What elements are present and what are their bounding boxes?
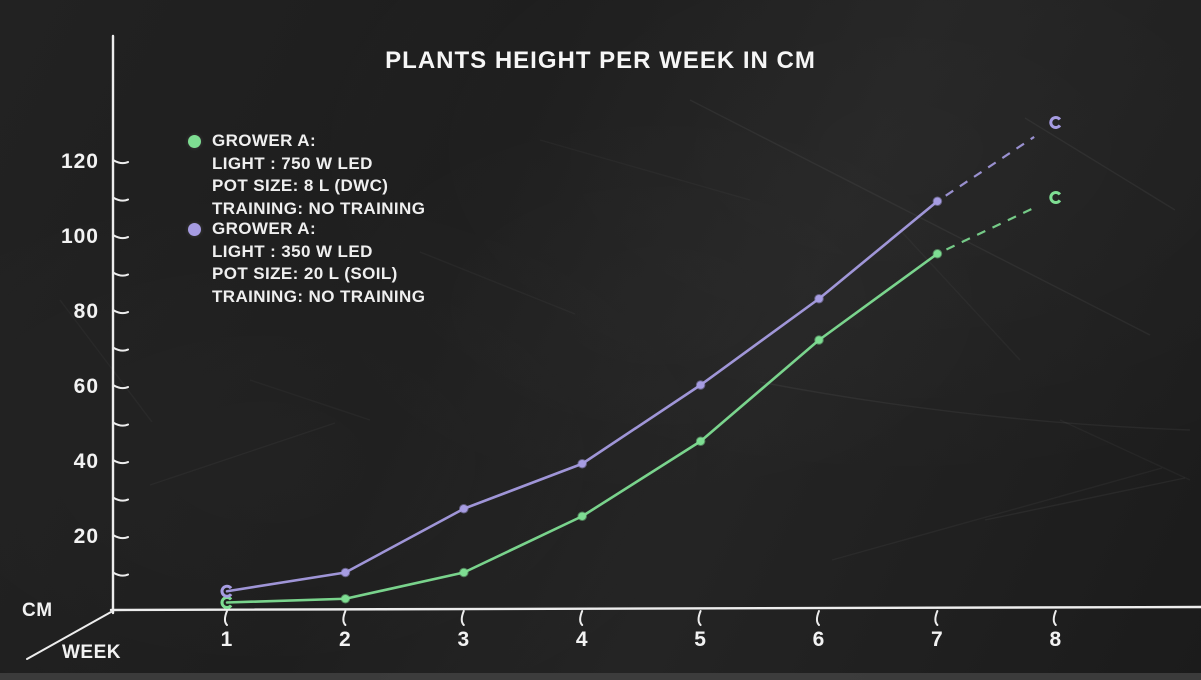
y-axis-unit-label: CM [22,600,53,621]
x-axis-tick [934,610,939,626]
x-axis-tick-label: 3 [457,628,470,651]
y-axis-tick [112,571,129,577]
series-line-green [225,252,939,604]
y-axis-tick [112,159,129,165]
legend-text: GROWER A: LIGHT : 750 W LED POT SIZE: 8 L … [212,130,425,220]
x-axis-tick [697,610,702,626]
legend-line: TRAINING: NO TRAINING [212,286,426,306]
x-axis-tick-label: 7 [931,628,944,651]
axis-corner-divider [26,611,112,660]
x-axis-tick-label: 4 [576,628,589,651]
data-point [459,567,469,578]
y-axis-tick [112,196,129,202]
data-point [814,335,824,345]
board-bottom-edge-decor [0,673,1201,680]
data-point [695,380,706,390]
data-point-ring [1049,116,1063,129]
x-axis-tick [223,610,228,626]
data-point [695,436,706,447]
y-axis-tick-label: 100 [61,225,99,248]
legend-text: GROWER A: LIGHT : 350 W LED POT SIZE: 20 L… [212,218,425,308]
series-projection-dashed-purple [945,135,1035,197]
legend-swatch-icon [188,135,201,148]
legend-line: LIGHT : 750 W LED [212,153,373,173]
y-axis-tick [112,384,129,390]
legend-swatch-icon [188,223,201,236]
y-axis-tick-label: 60 [74,375,99,398]
y-axis-tick [112,421,129,427]
data-point [459,503,469,514]
y-axis-tick [112,459,129,465]
y-axis-tick-label: 20 [74,525,99,548]
x-axis-tick [579,610,584,626]
x-axis-tick [460,610,465,626]
legend-line: GROWER A: [212,131,317,150]
y-axis-tick-label: 80 [74,300,99,323]
data-point-ring [220,596,234,609]
x-axis-tick [342,610,347,626]
x-axis-tick-label: 1 [221,628,234,651]
y-axis-tick-label: 40 [74,450,99,473]
data-point [577,511,588,522]
legend-item-2: GROWER A: LIGHT : 350 W LED POT SIZE: 20 L… [188,218,425,308]
legend: GROWER A: LIGHT : 750 W LED POT SIZE: 8 L … [188,130,425,308]
data-point [577,458,588,469]
series-line-purple [225,199,939,593]
series-projection-dashed-green [945,207,1033,251]
data-point [814,293,824,304]
x-axis-tick-label: 5 [694,628,707,651]
y-axis-tick [112,346,129,352]
x-axis-tick-label: 8 [1049,628,1062,651]
data-point [340,567,351,578]
data-point-ring [220,584,234,598]
legend-line: TRAINING: NO TRAINING [212,198,426,218]
y-axis-tick-label: 120 [61,150,99,173]
legend-item-1: GROWER A: LIGHT : 750 W LED POT SIZE: 8 L … [188,130,425,220]
x-axis-unit-label: WEEK [62,642,121,663]
chalk-scratch-decor [149,99,1191,561]
chart-title: PLANTS HEIGHT PER WEEK IN CM [385,47,816,74]
legend-line: POT SIZE: 8 L (DWC) [212,176,389,195]
data-point [340,593,351,604]
y-axis-tick [112,309,129,315]
x-axis-tick-label: 6 [813,628,826,651]
y-axis-tick [112,534,129,540]
x-axis [109,605,1201,612]
x-axis-tick [815,610,820,626]
data-point [932,248,943,259]
legend-line: GROWER A: [212,219,317,238]
data-point [932,196,943,207]
y-axis-tick [112,496,129,502]
legend-line: POT SIZE: 20 L (SOIL) [212,264,398,283]
x-axis-tick-label: 2 [339,628,352,651]
y-axis-tick [112,271,129,277]
data-point-ring [1049,191,1063,204]
legend-line: LIGHT : 350 W LED [212,241,373,261]
y-axis-tick [112,234,129,240]
x-axis-tick [1052,610,1057,626]
